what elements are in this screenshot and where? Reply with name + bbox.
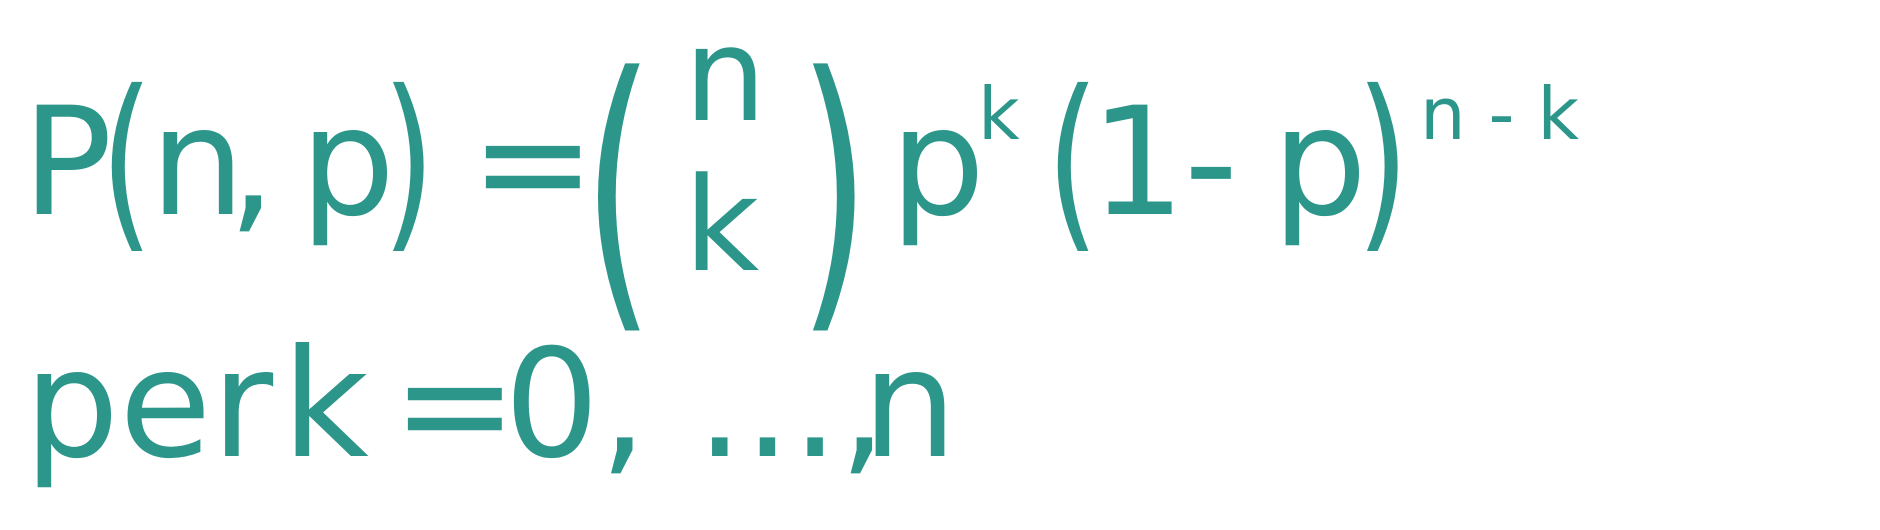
open-paren: ( (1046, 50, 1100, 271)
equals-sign: = (470, 76, 596, 250)
number-one: 1 (1090, 76, 1186, 250)
ellipsis-comma: ..., (696, 318, 887, 492)
minus-sign: - (1184, 76, 1239, 250)
comma: , (228, 76, 276, 250)
close-paren: ) (382, 50, 436, 271)
variable-p: p (300, 76, 396, 250)
exponent-n-minus-k: n - k (1420, 72, 1580, 156)
variable-n: n (150, 76, 246, 250)
binomial-close-paren: ) (798, 13, 871, 362)
variable-n: n (862, 318, 958, 492)
word-per: per (24, 318, 274, 492)
variable-p: p (1272, 76, 1368, 250)
variable-k: k (282, 318, 369, 492)
open-paren: ( (100, 50, 154, 271)
exponent-k: k (978, 72, 1020, 156)
close-paren: ) (1356, 50, 1410, 271)
symbol-P: P (22, 76, 113, 250)
binomial-top-n: n (684, 0, 767, 151)
binomial-open-paren: ( (582, 13, 655, 362)
equals-sign: = (392, 318, 518, 492)
zero-comma: 0, (504, 318, 648, 492)
variable-p: p (890, 76, 986, 250)
binomial-bottom-k: k (684, 149, 760, 301)
